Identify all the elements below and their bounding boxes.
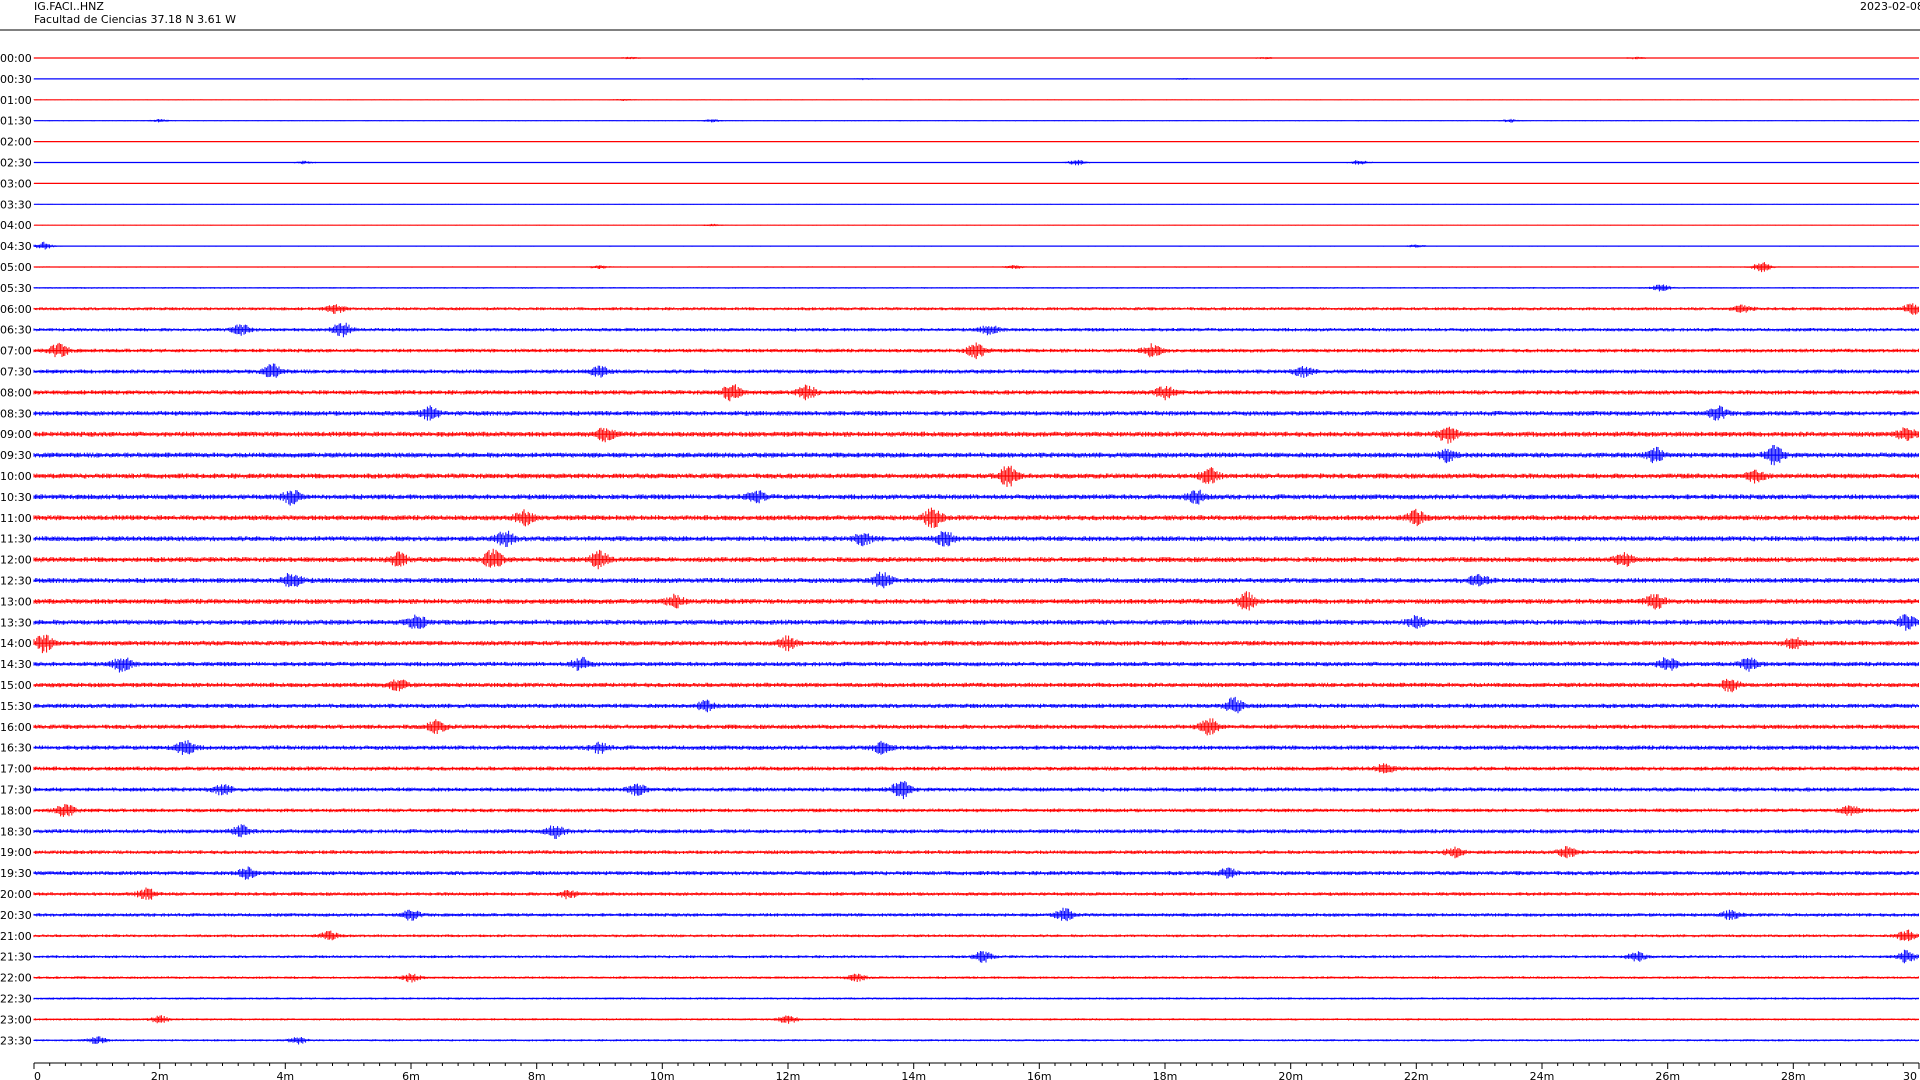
x-axis-tick-label: 20m (1278, 1070, 1303, 1080)
x-axis-tick-label: 22m (1404, 1070, 1429, 1080)
row-time-label: 15:00 (0, 679, 32, 692)
row-time-label: 06:30 (0, 324, 32, 337)
seismic-trace (33, 696, 1919, 714)
row-time-label: 14:00 (0, 637, 32, 650)
row-time-label: 00:00 (0, 52, 32, 65)
row-time-label: 20:00 (0, 888, 32, 901)
row-time-label: 12:00 (0, 554, 32, 567)
x-axis-tick-label: 4m (276, 1070, 294, 1080)
time-axis: 0 2m 4m 6m 8m 10m 12m 14m 16m 18m 20m 22m 24m 26m 28m 3… (33, 1062, 1920, 1080)
row-time-label: 18:30 (0, 825, 32, 838)
row-time-label: 03:00 (0, 177, 32, 190)
seismic-trace (33, 634, 1919, 654)
row-time-label: 01:30 (0, 115, 32, 128)
seismic-trace (33, 426, 1919, 444)
row-time-label: 02:30 (0, 157, 32, 170)
seismic-trace (33, 548, 1919, 570)
x-axis-tick-label: 2m (151, 1070, 169, 1080)
row-time-label: 22:30 (0, 993, 32, 1006)
station-location: Facultad de Ciencias 37.18 N 3.61 W (34, 13, 236, 26)
row-time-label: 12:30 (0, 575, 32, 588)
row-time-label: 07:30 (0, 366, 32, 379)
plot-date: 2023-02-08 (1860, 0, 1920, 13)
x-axis-tick-label: 6m (402, 1070, 420, 1080)
x-axis-tick-label: 12m (776, 1070, 801, 1080)
x-axis-tick-label: 0 (34, 1070, 41, 1080)
row-time-label: 16:30 (0, 742, 32, 755)
seismic-trace (33, 363, 1919, 378)
trace-rows: 00:00 00:30 01:00 01:30 02:00 02:30 03:00 03:30… (0, 52, 1919, 1047)
row-time-label: 15:30 (0, 700, 32, 713)
row-time-label: 11:30 (0, 533, 32, 546)
row-time-label: 04:00 (0, 219, 32, 232)
row-time-label: 04:30 (0, 240, 32, 253)
row-time-label: 18:00 (0, 804, 32, 817)
row-time-label: 13:30 (0, 616, 32, 629)
row-time-label: 01:00 (0, 94, 32, 107)
x-axis-tick-label: 24m (1530, 1070, 1555, 1080)
row-time-label: 03:30 (0, 198, 32, 211)
row-time-label: 21:00 (0, 930, 32, 943)
row-time-label: 09:00 (0, 428, 32, 441)
row-time-label: 13:00 (0, 595, 32, 608)
row-time-label: 10:30 (0, 491, 32, 504)
row-time-label: 22:00 (0, 972, 32, 985)
row-time-label: 19:30 (0, 867, 32, 880)
row-time-label: 10:00 (0, 470, 32, 483)
seismic-trace (33, 489, 1919, 506)
x-axis-tick-label: 26m (1655, 1070, 1680, 1080)
row-time-label: 19:00 (0, 846, 32, 859)
x-axis-tick-label: 14m (901, 1070, 926, 1080)
row-time-label: 07:00 (0, 345, 32, 358)
x-axis-tick-label: 18m (1153, 1070, 1178, 1080)
x-axis-tick-label: 28m (1781, 1070, 1806, 1080)
x-axis-tick-label: 30 (1903, 1070, 1917, 1080)
row-time-label: 09:30 (0, 449, 32, 462)
row-time-label: 05:30 (0, 282, 32, 295)
row-time-label: 23:30 (0, 1034, 32, 1047)
seismic-trace (33, 656, 1919, 673)
row-time-label: 11:00 (0, 512, 32, 525)
row-time-label: 17:00 (0, 763, 32, 776)
row-time-label: 08:00 (0, 386, 32, 399)
row-time-label: 05:00 (0, 261, 32, 274)
x-axis-tick-label: 10m (650, 1070, 675, 1080)
row-time-label: 06:00 (0, 303, 32, 316)
station-code: IG.FACI..HNZ (34, 0, 104, 13)
x-axis-tick-label: 16m (1027, 1070, 1052, 1080)
row-time-label: 20:30 (0, 909, 32, 922)
row-time-label: 23:00 (0, 1013, 32, 1026)
row-time-label: 00:30 (0, 73, 32, 86)
row-time-label: 14:30 (0, 658, 32, 671)
row-time-label: 17:30 (0, 784, 32, 797)
row-time-label: 21:30 (0, 951, 32, 964)
row-time-label: 08:30 (0, 407, 32, 420)
row-time-label: 16:00 (0, 721, 32, 734)
x-axis-tick-label: 8m (528, 1070, 546, 1080)
row-time-label: 02:00 (0, 136, 32, 149)
